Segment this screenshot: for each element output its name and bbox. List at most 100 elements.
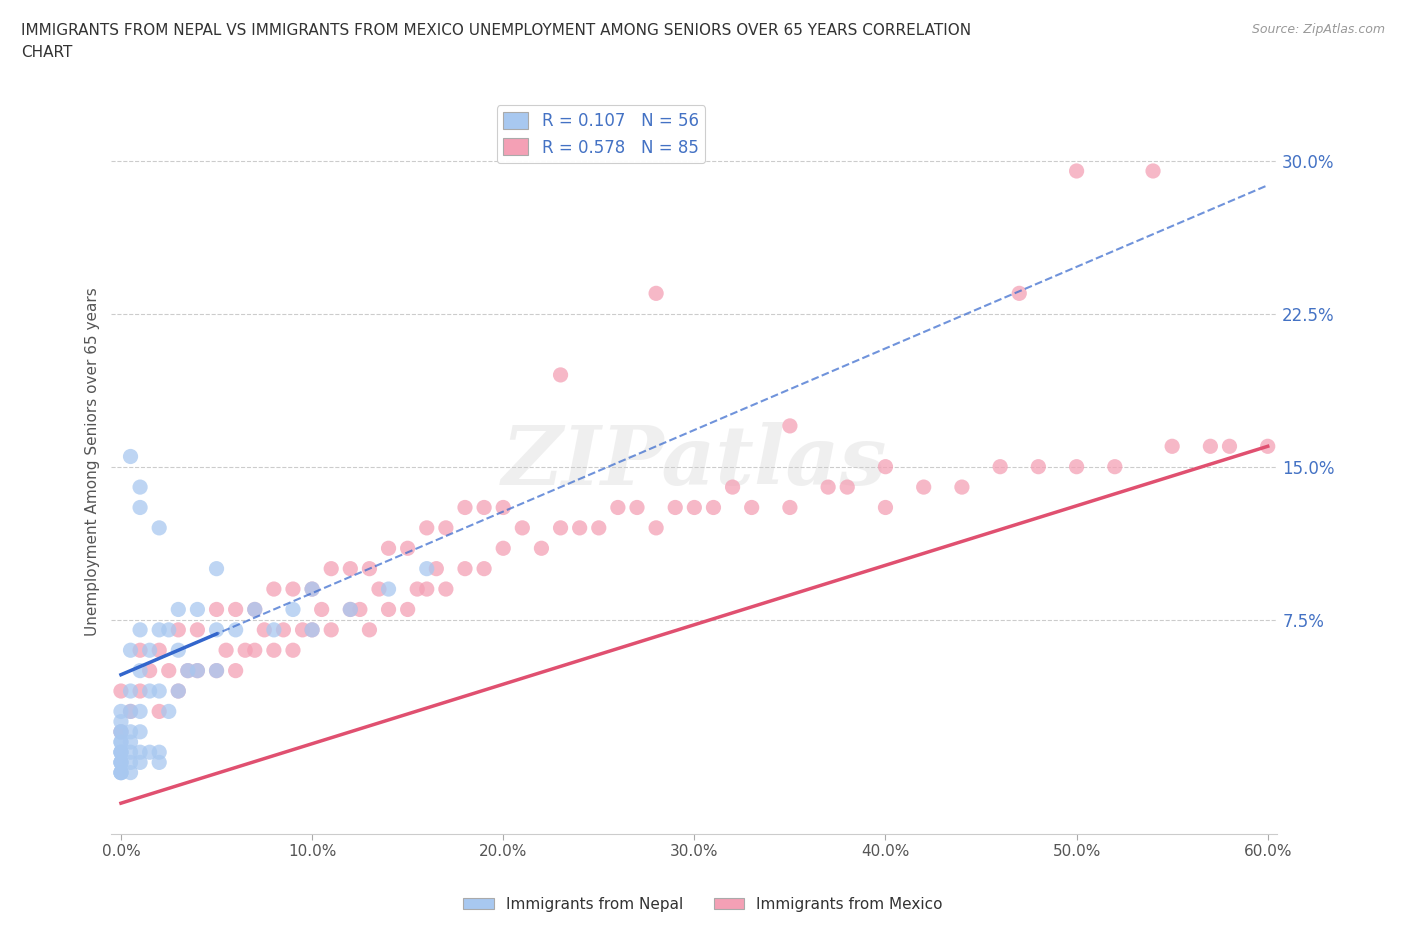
Point xyxy=(702,500,724,515)
Point xyxy=(129,684,152,698)
Legend: R = 0.107   N = 56, R = 0.578   N = 85: R = 0.107 N = 56, R = 0.578 N = 85 xyxy=(496,105,706,163)
Point xyxy=(817,480,839,495)
Point xyxy=(273,622,295,637)
Point xyxy=(110,765,132,780)
Point xyxy=(110,745,132,760)
Point xyxy=(1066,164,1088,179)
Point xyxy=(205,602,228,617)
Point xyxy=(110,755,132,770)
Point xyxy=(321,622,343,637)
Point xyxy=(339,561,361,576)
Point xyxy=(233,643,256,658)
Point xyxy=(225,622,247,637)
Point xyxy=(779,418,801,433)
Point xyxy=(120,684,142,698)
Point xyxy=(205,622,228,637)
Point xyxy=(311,602,333,617)
Point xyxy=(339,602,361,617)
Point xyxy=(110,735,132,750)
Point xyxy=(1257,439,1279,454)
Point xyxy=(148,684,170,698)
Text: Source: ZipAtlas.com: Source: ZipAtlas.com xyxy=(1251,23,1385,36)
Point xyxy=(148,643,170,658)
Point xyxy=(129,704,152,719)
Point xyxy=(138,684,160,698)
Point xyxy=(167,684,190,698)
Point xyxy=(110,755,132,770)
Point xyxy=(129,724,152,739)
Y-axis label: Unemployment Among Seniors over 65 years: Unemployment Among Seniors over 65 years xyxy=(86,287,100,636)
Point xyxy=(110,684,132,698)
Point xyxy=(120,643,142,658)
Point xyxy=(321,561,343,576)
Point xyxy=(148,704,170,719)
Point xyxy=(215,643,238,658)
Point xyxy=(167,643,190,658)
Point xyxy=(454,500,477,515)
Point xyxy=(263,581,285,596)
Point xyxy=(349,602,371,617)
Point xyxy=(138,643,160,658)
Point xyxy=(492,541,515,556)
Point xyxy=(157,704,180,719)
Point xyxy=(205,561,228,576)
Point xyxy=(368,581,391,596)
Point xyxy=(1199,439,1222,454)
Point xyxy=(301,581,323,596)
Point xyxy=(1008,286,1031,300)
Point xyxy=(243,643,266,658)
Point xyxy=(359,561,381,576)
Point xyxy=(263,643,285,658)
Point xyxy=(110,755,132,770)
Point xyxy=(110,724,132,739)
Point xyxy=(837,480,859,495)
Point xyxy=(148,521,170,536)
Point xyxy=(416,581,439,596)
Point xyxy=(157,663,180,678)
Point xyxy=(1161,439,1184,454)
Point xyxy=(110,704,132,719)
Point xyxy=(281,643,304,658)
Point xyxy=(472,500,495,515)
Point xyxy=(741,500,763,515)
Point xyxy=(301,581,323,596)
Point xyxy=(110,765,132,780)
Point xyxy=(177,663,200,678)
Point xyxy=(359,622,381,637)
Point xyxy=(205,663,228,678)
Text: ZIPatlas: ZIPatlas xyxy=(502,421,887,501)
Point xyxy=(606,500,628,515)
Text: IMMIGRANTS FROM NEPAL VS IMMIGRANTS FROM MEXICO UNEMPLOYMENT AMONG SENIORS OVER : IMMIGRANTS FROM NEPAL VS IMMIGRANTS FROM… xyxy=(21,23,972,60)
Point xyxy=(588,521,610,536)
Point xyxy=(281,581,304,596)
Point xyxy=(120,765,142,780)
Point xyxy=(1028,459,1050,474)
Point xyxy=(425,561,447,576)
Point xyxy=(110,724,132,739)
Point xyxy=(138,663,160,678)
Point xyxy=(157,622,180,637)
Point xyxy=(416,561,439,576)
Point xyxy=(377,581,399,596)
Point xyxy=(120,735,142,750)
Point xyxy=(779,500,801,515)
Point xyxy=(129,745,152,760)
Point xyxy=(243,602,266,617)
Point xyxy=(129,643,152,658)
Point xyxy=(167,684,190,698)
Point xyxy=(225,602,247,617)
Point xyxy=(243,602,266,617)
Point xyxy=(396,541,419,556)
Point xyxy=(129,622,152,637)
Point xyxy=(683,500,706,515)
Point xyxy=(186,602,208,617)
Point xyxy=(281,602,304,617)
Point xyxy=(645,521,668,536)
Point xyxy=(645,286,668,300)
Point xyxy=(1066,459,1088,474)
Point xyxy=(291,622,314,637)
Point xyxy=(950,480,973,495)
Point xyxy=(148,622,170,637)
Point xyxy=(225,663,247,678)
Point xyxy=(301,622,323,637)
